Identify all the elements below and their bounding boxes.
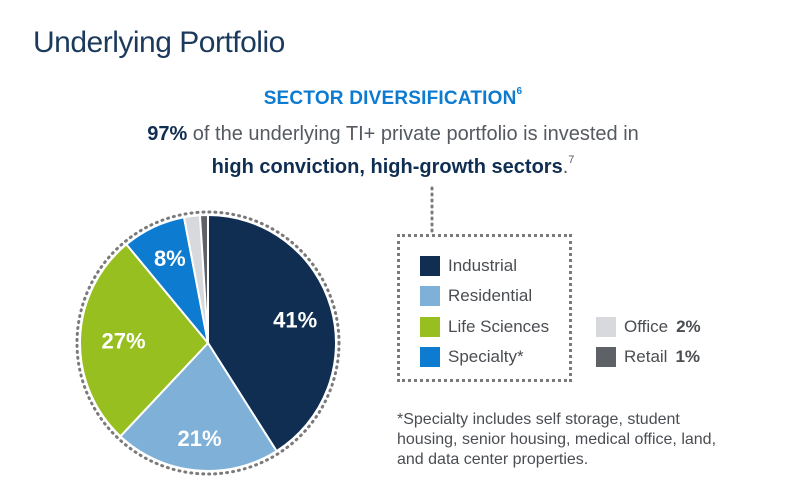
legend-value: 2%	[676, 317, 701, 336]
legend-swatch	[420, 256, 440, 276]
legend-label: Residential	[448, 286, 533, 305]
legend-item-residential: Residential	[420, 286, 532, 306]
slice-label-specialty: 8%	[154, 246, 186, 271]
specialty-footnote: *Specialty includes self storage, studen…	[397, 411, 717, 468]
legend-item-retail: Retail 1%	[596, 347, 700, 367]
description-line-2: high conviction, high-growth sectors.7	[0, 154, 786, 179]
legend-label: Specialty*	[448, 347, 524, 366]
legend-swatch	[596, 317, 616, 337]
legend-item-industrial: Industrial	[420, 256, 517, 276]
desc2-end: .	[562, 156, 569, 178]
pie-dotted-ring	[75, 210, 341, 476]
page-title: Underlying Portfolio	[33, 26, 285, 59]
desc2-strong: high conviction, high-growth sectors	[211, 156, 563, 178]
legend-item-office: Office 2%	[596, 317, 701, 337]
desc-strong-percent: 97%	[147, 123, 188, 145]
chart-subtitle: SECTOR DIVERSIFICATION6	[0, 86, 786, 110]
legend-label: Retail	[624, 347, 668, 366]
legend-swatch	[420, 317, 440, 337]
legend-item-specialty: Specialty*	[420, 347, 524, 367]
legend-swatch	[420, 286, 440, 306]
description-line-1: 97% of the underlying TI+ private portfo…	[0, 123, 786, 146]
subtitle-footnote-mark: 6	[516, 86, 523, 97]
legend-label: Industrial	[448, 256, 517, 275]
slice-label-industrial: 41%	[273, 307, 317, 332]
legend-label: Office	[624, 317, 669, 336]
legend-swatch	[596, 347, 616, 367]
legend-item-life-sciences: Life Sciences	[420, 317, 549, 337]
pie-slice-residential	[118, 341, 278, 472]
legend-value: 1%	[675, 347, 701, 366]
desc2-footnote-mark: 7	[568, 154, 575, 166]
legend-box	[397, 234, 572, 382]
pie-slice-life-sciences	[79, 242, 210, 438]
legend-swatch	[420, 347, 440, 367]
subtitle-text: SECTOR DIVERSIFICATION	[263, 88, 517, 109]
slice-label-residential: 21%	[178, 426, 222, 451]
legend-label: Life Sciences	[448, 317, 550, 336]
slice-label-life-sciences: 27%	[102, 328, 146, 353]
pie-slice-retail	[198, 213, 209, 344]
desc-rest: of the underlying TI+ private portfolio …	[187, 123, 639, 145]
